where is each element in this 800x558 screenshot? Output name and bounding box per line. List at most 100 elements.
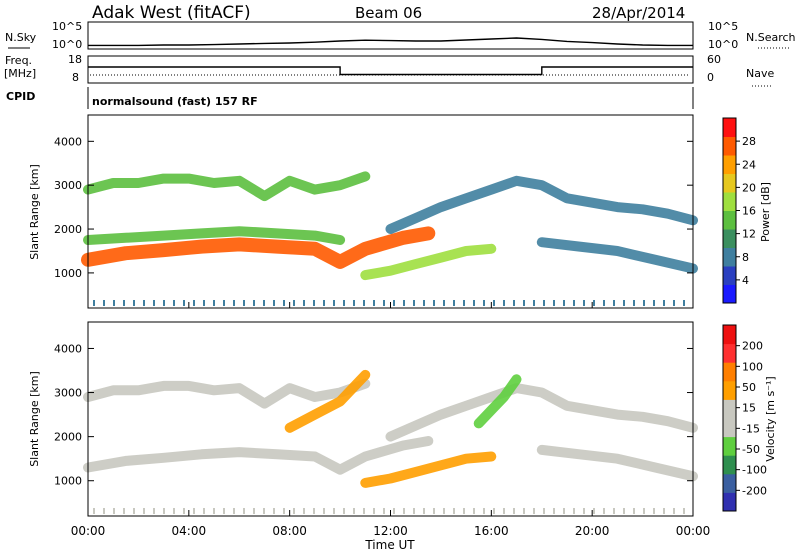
- x-axis-title: Time UT: [364, 538, 415, 552]
- echo-band: [83, 226, 346, 245]
- ground-scatter-mark: [223, 300, 225, 306]
- ground-scatter-mark: [373, 508, 375, 514]
- time-tick-label: 20:00: [575, 524, 610, 538]
- ground-scatter-mark: [223, 508, 225, 514]
- ground-scatter-mark: [383, 300, 385, 306]
- ground-scatter-mark: [613, 300, 615, 306]
- ground-scatter-mark: [333, 300, 335, 306]
- colorbar-tick-label: 28: [742, 135, 756, 148]
- time-tick-label: 12:00: [373, 524, 408, 538]
- ground-scatter-mark: [423, 508, 425, 514]
- colorbar-segment: [723, 210, 736, 230]
- ground-scatter-mark: [213, 508, 215, 514]
- ground-scatter-mark: [413, 508, 415, 514]
- power-heatmap: [81, 171, 698, 306]
- echo-band: [284, 369, 371, 433]
- freq-top-tick: 18: [68, 53, 82, 66]
- ground-scatter-mark: [573, 508, 575, 514]
- y-tick-label: 1000: [54, 267, 82, 280]
- echo-band: [83, 171, 371, 202]
- colorbar-tick-label: 4: [742, 274, 749, 287]
- ground-scatter-mark: [203, 508, 205, 514]
- ground-scatter-mark: [553, 300, 555, 306]
- power-x-ticks: [87, 302, 694, 308]
- ground-scatter-mark: [93, 300, 95, 306]
- ground-scatter-mark: [123, 508, 125, 514]
- echo-band: [385, 175, 698, 234]
- ground-scatter-mark: [133, 300, 135, 306]
- ground-scatter-mark: [563, 508, 565, 514]
- ground-scatter-mark: [143, 300, 145, 306]
- ground-scatter-mark: [663, 508, 665, 514]
- ground-scatter-mark: [313, 508, 315, 514]
- time-tick-label: 00:00: [71, 524, 106, 538]
- nsky-label: N.Sky: [5, 31, 37, 44]
- ground-scatter-mark: [353, 508, 355, 514]
- ground-scatter-mark: [633, 300, 635, 306]
- echo-band: [385, 383, 698, 442]
- ground-scatter-mark: [683, 508, 685, 514]
- colorbar-tick-label: 24: [742, 158, 756, 171]
- ground-scatter-mark: [653, 508, 655, 514]
- noise-panel: [87, 21, 694, 50]
- colorbar-segment: [723, 325, 736, 345]
- ground-scatter-mark: [133, 508, 135, 514]
- ground-scatter-mark: [473, 508, 475, 514]
- velocity-ylabel: Slant Range [km]: [28, 371, 41, 467]
- ground-scatter-mark: [433, 300, 435, 306]
- ground-scatter-mark: [93, 508, 95, 514]
- y-tick-label: 1000: [54, 475, 82, 488]
- ground-scatter-mark: [273, 300, 275, 306]
- ground-scatter-mark: [433, 508, 435, 514]
- ground-scatter-mark: [283, 508, 285, 514]
- ground-scatter-mark: [573, 300, 575, 306]
- beam-title: Beam 06: [355, 4, 422, 22]
- ground-scatter-mark: [383, 508, 385, 514]
- ground-scatter-mark: [643, 508, 645, 514]
- ground-scatter-mark: [163, 300, 165, 306]
- colorbar-segment: [723, 229, 736, 248]
- colorbar-segment: [723, 284, 736, 304]
- ground-scatter-mark: [683, 300, 685, 306]
- colorbar-segment: [723, 362, 736, 382]
- nsearch-label: N.Search: [746, 31, 796, 44]
- time-tick-label: 04:00: [172, 524, 207, 538]
- noise-left-bottom-tick: 10^0: [52, 38, 82, 51]
- ground-scatter-mark: [493, 508, 495, 514]
- colorbar-segment: [723, 380, 736, 400]
- velocity-colorbar-label: Velocity [m s⁻¹]: [764, 376, 777, 461]
- ground-scatter-mark: [263, 300, 265, 306]
- colorbar-segment: [723, 399, 736, 419]
- ground-scatter-mark: [183, 508, 185, 514]
- ground-scatter-mark: [623, 300, 625, 306]
- colorbar-tick-label: 8: [742, 251, 749, 264]
- ground-scatter-mark: [483, 300, 485, 306]
- ground-scatter-mark: [173, 508, 175, 514]
- ground-scatter-mark: [463, 300, 465, 306]
- ground-scatter-mark: [523, 300, 525, 306]
- ground-scatter-mark: [393, 300, 395, 306]
- ground-scatter-mark: [343, 508, 345, 514]
- ground-scatter-mark: [583, 300, 585, 306]
- ground-scatter-mark: [553, 508, 555, 514]
- ground-scatter-mark: [443, 300, 445, 306]
- colorbar-tick-label: 200: [742, 340, 763, 353]
- power-panel-frame: [87, 114, 694, 309]
- ground-scatter-mark: [523, 508, 525, 514]
- ground-scatter-mark: [333, 508, 335, 514]
- echo-band: [536, 444, 698, 482]
- ground-scatter-mark: [253, 300, 255, 306]
- ground-scatter-mark: [153, 300, 155, 306]
- y-tick-label: 2000: [54, 223, 82, 236]
- velocity-panel-frame: [87, 321, 694, 517]
- ground-scatter-mark: [303, 300, 305, 306]
- ground-scatter-mark: [633, 508, 635, 514]
- ground-scatter-mark: [173, 300, 175, 306]
- ground-scatter-mark: [323, 300, 325, 306]
- ground-scatter-mark: [203, 300, 205, 306]
- colorbar-segment: [723, 473, 736, 493]
- ground-scatter-mark: [213, 300, 215, 306]
- ground-scatter-mark: [243, 300, 245, 306]
- nave-bottom-tick: 0: [707, 71, 714, 84]
- colorbar-segment: [723, 136, 736, 156]
